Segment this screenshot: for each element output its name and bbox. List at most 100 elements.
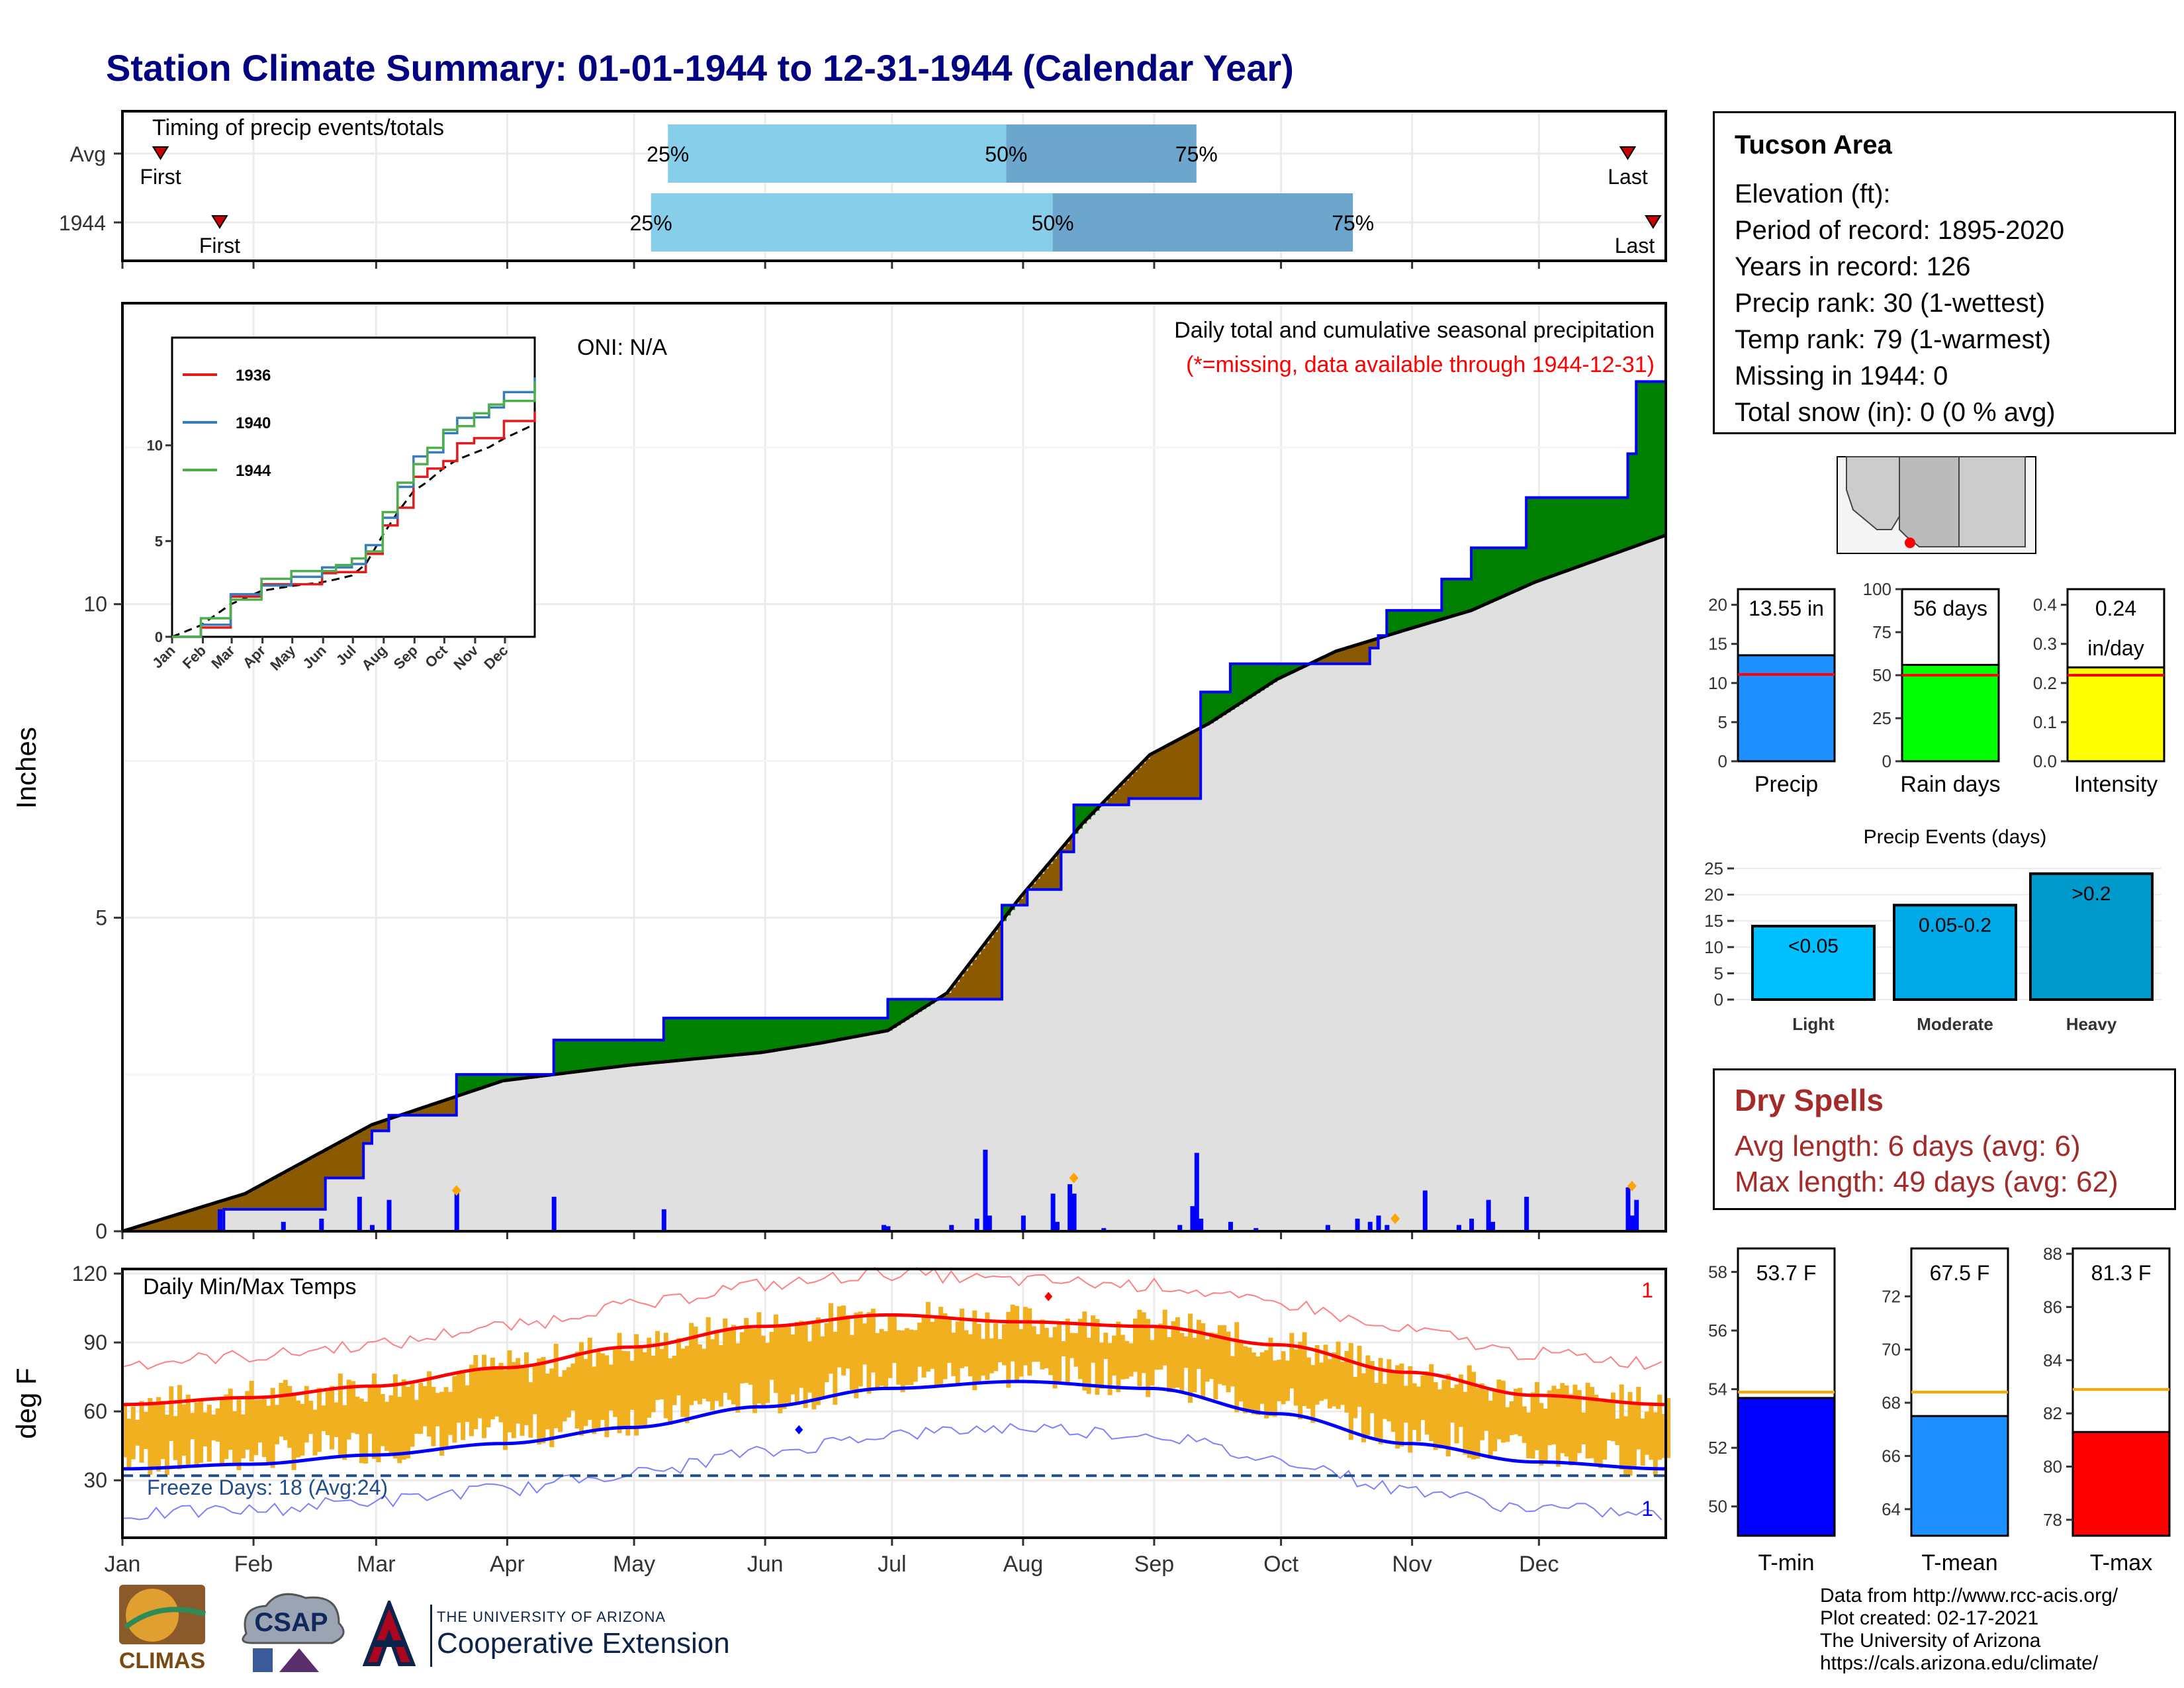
daily-temp-bar	[1353, 1376, 1358, 1419]
below-average-fill	[1192, 732, 1197, 799]
above-average-fill	[507, 1074, 512, 1080]
daily-temp-bar	[1564, 1385, 1569, 1457]
daily-temp-bar	[1044, 1328, 1049, 1368]
rank-marker	[1069, 1172, 1079, 1184]
above-average-fill	[1467, 579, 1472, 612]
above-average-fill	[1589, 497, 1594, 563]
daily-temp-bar	[997, 1338, 1003, 1362]
above-average-fill	[477, 1074, 482, 1090]
summary-bar-value: 13.55 in	[1749, 596, 1824, 620]
station-line-snow: Total snow (in): 0 (0 % avg)	[1735, 398, 2056, 427]
below-average-fill	[1107, 798, 1113, 805]
below-average-fill	[240, 1195, 246, 1209]
daily-temp-bar	[532, 1366, 537, 1415]
daily-temp-bar	[135, 1419, 140, 1446]
above-average-fill	[1243, 663, 1248, 702]
timing-p75-label: 75%	[1175, 142, 1218, 166]
above-average-fill	[1576, 497, 1582, 567]
below-average-fill	[1103, 802, 1109, 805]
daily-temp-bar	[359, 1398, 364, 1464]
daily-precip-bar	[886, 1226, 891, 1231]
above-average-fill	[909, 999, 914, 1017]
above-average-fill	[1082, 804, 1087, 824]
above-average-fill	[1615, 497, 1620, 554]
daily-temp-bar	[1036, 1334, 1041, 1362]
daily-temp-bar	[744, 1317, 749, 1383]
below-average-fill	[316, 1154, 322, 1209]
month-label: May	[613, 1552, 655, 1577]
above-average-fill	[1458, 579, 1463, 614]
temp-bar-tick-label: 86	[2043, 1297, 2062, 1317]
daily-temp-bar	[760, 1335, 766, 1407]
above-average-fill	[854, 1017, 859, 1037]
station-line-precip-rank: Precip rank: 30 (1-wettest)	[1735, 289, 2046, 318]
above-average-fill	[1649, 381, 1654, 541]
above-average-fill	[921, 999, 927, 1009]
below-average-fill	[1048, 863, 1054, 890]
inset-y-tick-label: 0	[155, 629, 163, 645]
summary-bar-tick-label: 5	[1718, 712, 1727, 732]
daily-temp-bar	[291, 1392, 296, 1470]
below-average-fill	[236, 1196, 242, 1209]
daily-temp-bar	[194, 1402, 199, 1467]
daily-temp-bar	[516, 1358, 521, 1424]
daily-temp-bar	[156, 1397, 161, 1472]
daily-temp-bar	[723, 1318, 728, 1393]
daily-temp-bar	[1006, 1311, 1011, 1388]
record-high-count: 1	[1641, 1278, 1653, 1302]
above-average-fill	[756, 1017, 762, 1053]
daily-temp-bar	[659, 1348, 664, 1400]
record-low-line	[122, 1423, 1662, 1521]
events-bar-Moderate	[1893, 904, 2017, 1002]
above-average-fill	[752, 1017, 757, 1054]
daily-temp-bar	[980, 1338, 985, 1376]
daily-precip-bar	[1625, 1187, 1631, 1231]
below-average-fill	[135, 1227, 140, 1231]
above-average-fill	[659, 1040, 664, 1062]
daily-temp-bar	[1513, 1388, 1518, 1434]
temp-y-tick-label: 90	[83, 1331, 107, 1354]
temp-frame	[121, 1268, 1667, 1539]
daily-temp-bar	[477, 1371, 482, 1419]
daily-temp-bar	[1027, 1308, 1032, 1376]
daily-temp-bar	[866, 1312, 872, 1394]
daily-precip-bar	[1071, 1194, 1077, 1231]
above-average-fill	[1505, 547, 1510, 596]
daily-temp-bar	[443, 1387, 449, 1447]
daily-temp-bar	[351, 1381, 355, 1433]
above-average-fill	[1564, 497, 1569, 572]
record-low-marker	[795, 1425, 803, 1434]
above-average-fill	[1631, 453, 1637, 547]
below-average-fill	[1052, 859, 1058, 890]
daily-temp-bar	[541, 1356, 546, 1444]
summary-bar-name: Intensity	[2074, 772, 2158, 797]
daily-temp-bar	[321, 1405, 326, 1432]
above-average-fill	[1606, 497, 1612, 557]
above-average-fill	[1636, 381, 1641, 546]
below-average-fill	[371, 1124, 377, 1131]
summary-bar-tick-label: 0.0	[2033, 751, 2057, 771]
daily-temp-bar	[1336, 1341, 1341, 1409]
daily-temp-bar	[392, 1374, 398, 1459]
above-average-fill	[693, 1017, 698, 1059]
daily-temp-bar	[431, 1387, 436, 1446]
daily-temp-bar	[275, 1405, 279, 1444]
below-average-fill	[295, 1166, 300, 1209]
above-average-fill	[1619, 497, 1624, 552]
daily-temp-bar	[122, 1405, 127, 1458]
daily-temp-bar	[1471, 1372, 1477, 1460]
temp-bar-value: 67.5 F	[1930, 1261, 1990, 1285]
daily-temp-bar	[1467, 1365, 1472, 1458]
above-average-fill	[1420, 610, 1426, 626]
daily-temp-bar	[1019, 1329, 1024, 1377]
daily-temp-bar	[917, 1323, 923, 1367]
below-average-fill	[1044, 868, 1049, 890]
timing-bar-q50-q75	[1052, 193, 1353, 252]
above-average-fill	[486, 1074, 491, 1087]
daily-temp-bar	[993, 1323, 999, 1372]
above-average-fill	[617, 1040, 622, 1067]
events-title: Precip Events (days)	[1864, 826, 2047, 848]
below-average-fill	[164, 1218, 169, 1231]
below-average-fill	[443, 1100, 449, 1115]
